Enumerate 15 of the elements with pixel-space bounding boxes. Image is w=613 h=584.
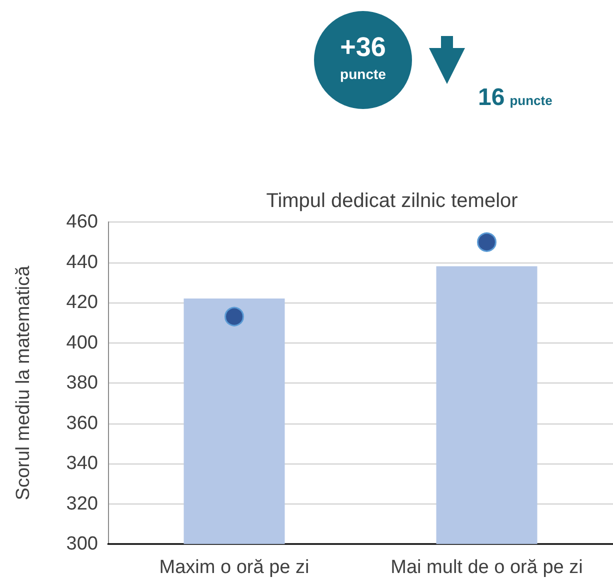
y-tick-label: 420 [66, 292, 98, 313]
y-tick-label: 460 [66, 212, 98, 232]
y-tick-label: 360 [66, 412, 98, 434]
x-tick-label: Maxim o oră pe zi [159, 557, 310, 578]
y-tick-label: 340 [66, 453, 98, 474]
text: +36 puncte [339, 32, 387, 82]
y-tick-label: 400 [66, 332, 98, 354]
y-tick-label: 440 [66, 252, 98, 273]
text: 16 puncte [478, 84, 552, 111]
y-tick-label: 300 [66, 534, 98, 554]
x-tick-label: Mai mult de o oră pe zi [390, 557, 583, 578]
chart-title: Timpul dedicat zilnic temelor [266, 190, 518, 212]
y-tick-label: 380 [66, 372, 98, 394]
y-tick-label: 320 [66, 493, 98, 514]
y-axis-title: Scorul mediu la matematică [13, 265, 34, 500]
